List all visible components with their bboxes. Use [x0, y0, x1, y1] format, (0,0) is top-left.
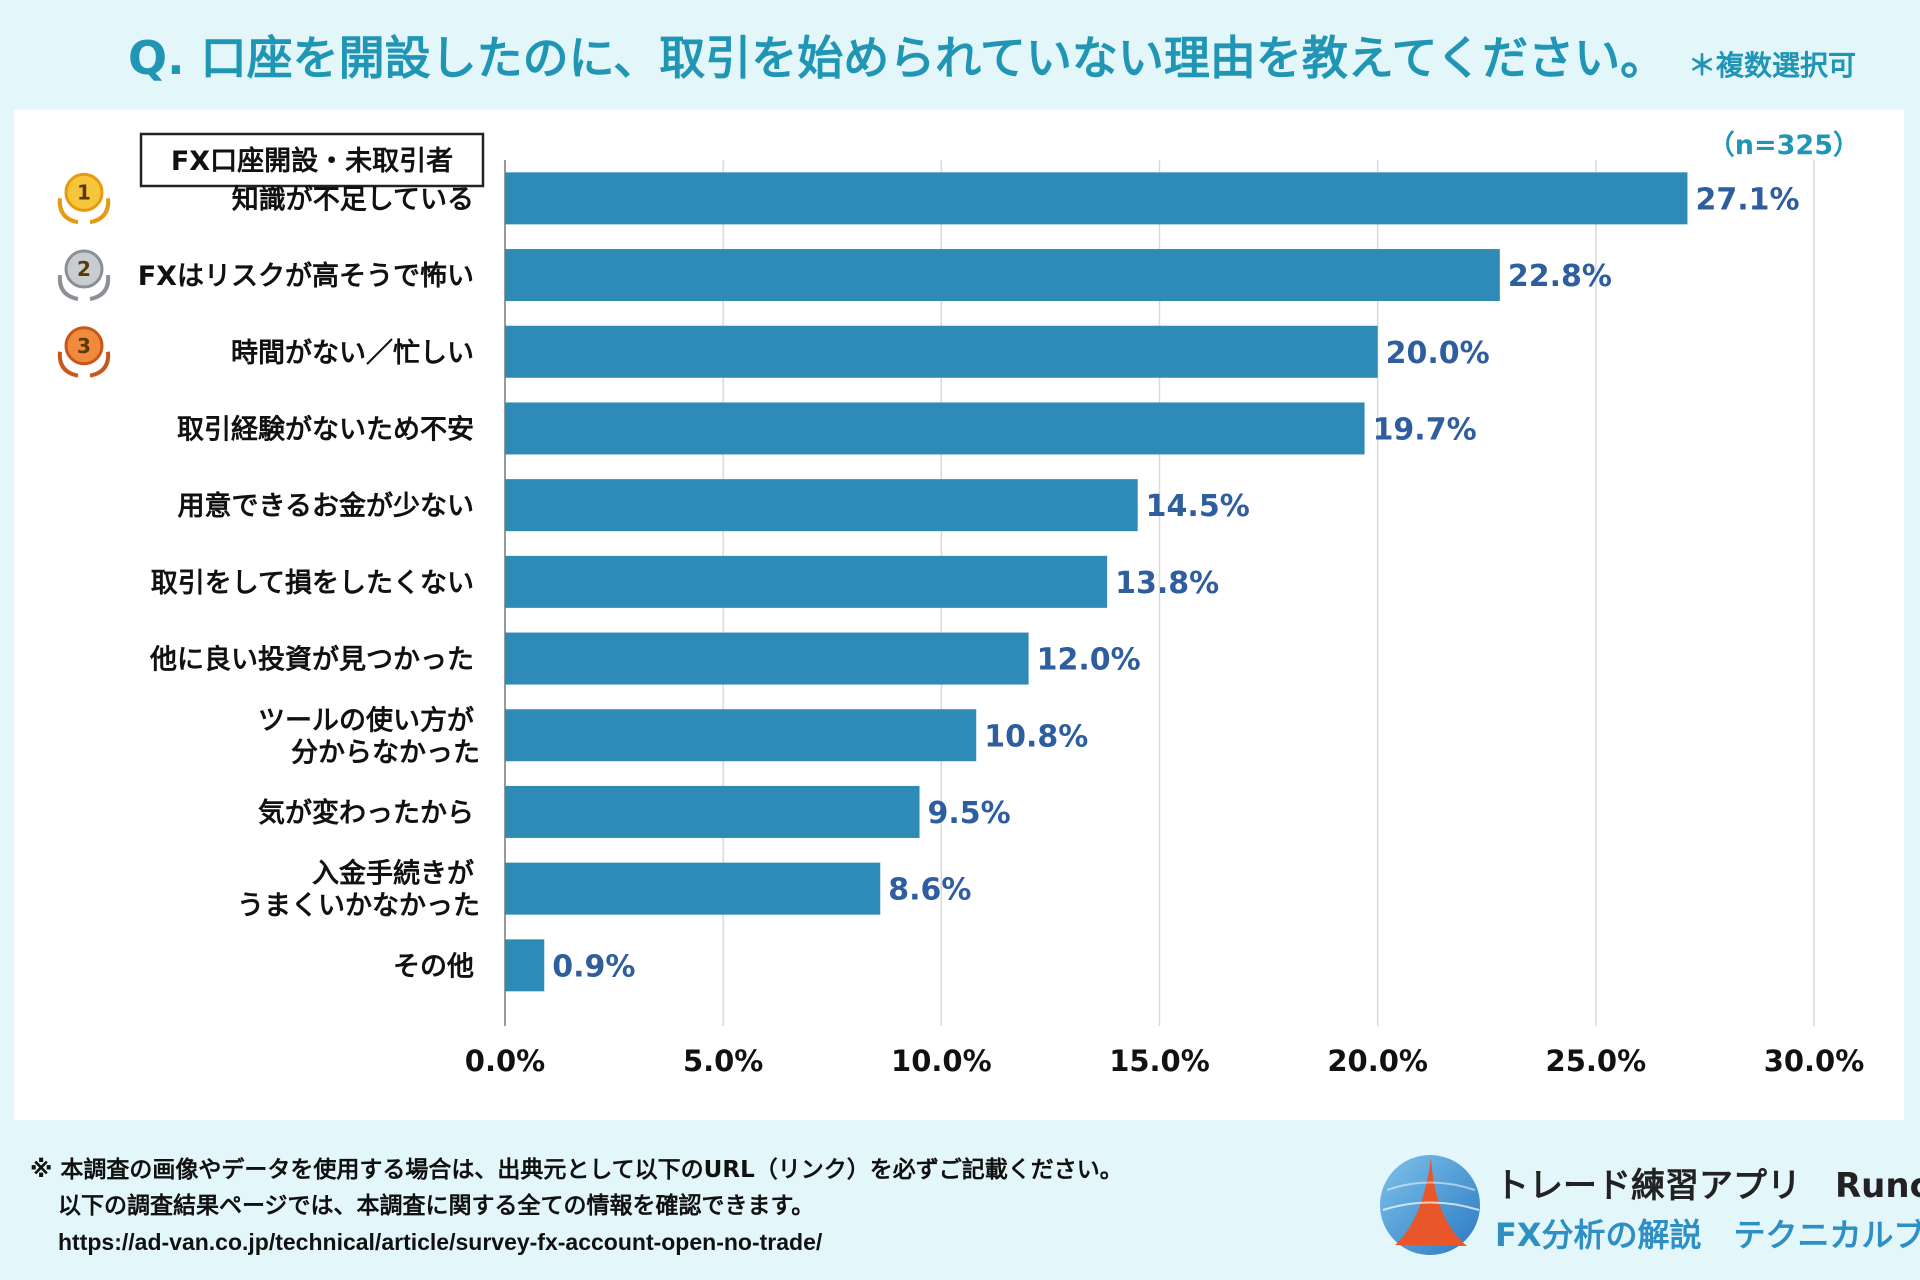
bar — [505, 939, 545, 992]
rank-medal-icon: 2 — [57, 249, 111, 302]
bar-value-label: 10.8% — [984, 719, 1088, 754]
question-title: Q. 口座を開設したのに、取引を始められていない理由を教えてください。 — [128, 31, 1667, 85]
category-label: うまくいかなかった — [237, 891, 480, 922]
bar-value-label: 22.8% — [1508, 259, 1612, 294]
brand-name: トレード練習アプリ Runcha — [1495, 1166, 1920, 1206]
footer-note: ※ 本調査の画像やデータを使用する場合は、出典元として以下のURL（リンク）を必… — [30, 1152, 1123, 1260]
category-label: FXはリスクが高そうで怖い — [138, 260, 474, 292]
multiple-choice-note: ＊複数選択可 — [1688, 49, 1857, 82]
x-tick-label: 5.0% — [683, 1044, 763, 1078]
chart-panel: FX口座開設・未取引者 （n=325） 27.1% 知識が不足している 22.8% F… — [14, 110, 1904, 1120]
category-label: その他 — [393, 951, 474, 982]
bar-value-label: 19.7% — [1373, 412, 1477, 447]
bar-value-label: 13.8% — [1115, 566, 1219, 601]
bar — [505, 172, 1688, 225]
legend-box — [139, 132, 485, 188]
bar-value-label: 0.9% — [552, 949, 635, 984]
bar — [505, 325, 1378, 378]
legend-label: FX口座開設・未取引者 — [171, 145, 453, 177]
bar-value-label: 20.0% — [1386, 336, 1490, 371]
rank-medal-icon: 1 — [57, 172, 111, 225]
category-label: ツールの使い方が — [258, 704, 474, 736]
category-label: 知識が不足している — [232, 183, 474, 215]
bar — [505, 709, 977, 762]
footer-line-1: ※ 本調査の画像やデータを使用する場合は、出典元として以下のURL（リンク）を必… — [30, 1157, 1123, 1183]
bar — [505, 402, 1365, 455]
bar — [505, 862, 881, 915]
runcha-logo-icon — [1380, 1155, 1480, 1255]
x-tick-label: 30.0% — [1764, 1044, 1865, 1078]
bar — [505, 555, 1108, 608]
rank-number: 2 — [77, 257, 91, 281]
rank-medal-icon: 3 — [57, 326, 111, 378]
x-tick-label: 10.0% — [891, 1044, 992, 1078]
bar — [505, 632, 1029, 685]
category-label: 取引経験がないため不安 — [177, 413, 474, 445]
x-tick-label: 25.0% — [1546, 1044, 1647, 1078]
category-label: 時間がない／忙しい — [231, 337, 474, 369]
bar-value-label: 8.6% — [888, 873, 971, 908]
bar-value-label: 12.0% — [1037, 643, 1141, 678]
rank-number: 1 — [77, 180, 91, 204]
bar-value-label: 27.1% — [1695, 182, 1799, 217]
category-label: 他に良い投資が見つかった — [149, 644, 474, 676]
bar-value-label: 9.5% — [928, 796, 1011, 831]
source-url-link[interactable]: https://ad-van.co.jp/technical/article/s… — [58, 1229, 823, 1255]
category-label: 気が変わったから — [258, 797, 474, 829]
bar — [505, 785, 920, 838]
brand-block: トレード練習アプリ Runcha FX分析の解説 テクニカルブック — [1375, 1150, 1920, 1270]
x-tick-label: 20.0% — [1327, 1044, 1428, 1078]
category-label: 取引をして損をしたくない — [151, 568, 474, 599]
bar — [505, 249, 1500, 302]
category-label: 分からなかった — [291, 737, 480, 768]
footer-line-2: 以下の調査結果ページでは、本調査に関する全ての情報を確認できます。 — [58, 1193, 815, 1219]
rank-number: 3 — [77, 334, 91, 358]
x-tick-label: 15.0% — [1109, 1044, 1210, 1078]
x-tick-label: 0.0% — [465, 1044, 545, 1078]
brand-subtitle: FX分析の解説 テクニカルブック — [1495, 1216, 1920, 1254]
bar — [505, 479, 1138, 532]
category-label: 用意できるお金が少ない — [178, 490, 474, 522]
bar-chart: FX口座開設・未取引者 （n=325） 27.1% 知識が不足している 22.8% F… — [57, 130, 1865, 1078]
sample-size: （n=325） — [1708, 130, 1860, 161]
bar-value-label: 14.5% — [1146, 489, 1250, 524]
category-label: 入金手続きが — [312, 858, 474, 890]
